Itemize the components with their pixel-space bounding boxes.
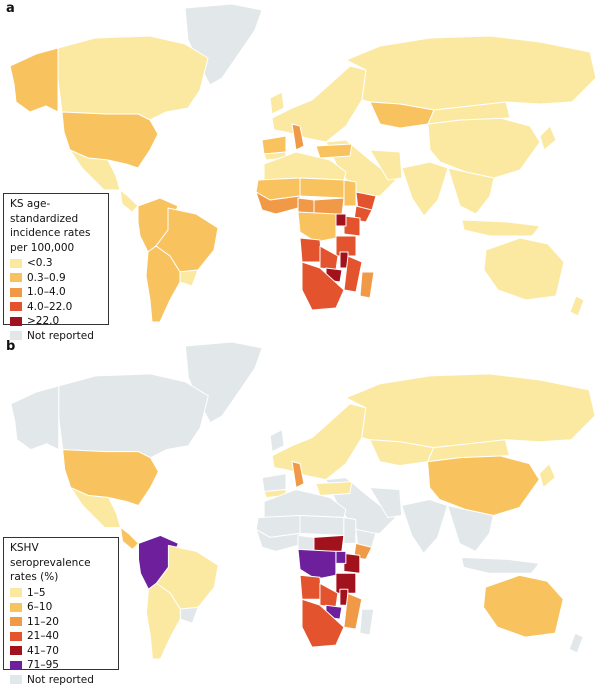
country-nigeria-a bbox=[298, 198, 314, 214]
country-central-africa-north-a bbox=[314, 198, 344, 214]
country-india-b bbox=[402, 500, 448, 554]
country-australia-b bbox=[483, 575, 563, 637]
legend-a-item: 1.0–4.0 bbox=[10, 285, 102, 300]
country-australia-a bbox=[484, 238, 564, 300]
legend-swatch bbox=[10, 617, 22, 626]
country-russia-b bbox=[346, 374, 595, 448]
legend-a-item: 4.0–22.0 bbox=[10, 300, 102, 315]
country-new-zealand-a bbox=[570, 296, 584, 316]
country-japan-b bbox=[539, 464, 555, 488]
legend-b-item: 41–70 bbox=[10, 644, 112, 659]
country-central-america-b bbox=[121, 527, 139, 549]
legend-b: KSHV seroprevalence rates (%) 1–5 6–10 1… bbox=[3, 537, 119, 670]
legend-swatch bbox=[10, 675, 22, 684]
legend-swatch bbox=[10, 317, 22, 326]
country-canada-a bbox=[58, 36, 208, 120]
country-new-zealand-b bbox=[569, 633, 583, 653]
country-alaska-b bbox=[11, 386, 59, 450]
legend-swatch bbox=[10, 603, 22, 612]
country-canada-b bbox=[59, 374, 209, 458]
country-madagascar-b bbox=[360, 609, 374, 635]
legend-a-title: KS age-standardized incidence rates per … bbox=[10, 197, 102, 255]
country-sudan-b bbox=[344, 517, 356, 543]
legend-label: 4.0–22.0 bbox=[27, 300, 72, 315]
legend-a-item: 0.3–0.9 bbox=[10, 271, 102, 286]
country-drc-b bbox=[298, 549, 336, 579]
legend-b-item: 1–5 bbox=[10, 586, 112, 601]
panel-b-kshv-seroprevalence-map: b KSHV seroprevalence rates (%) 1–5 6–10… bbox=[0, 338, 602, 675]
country-indonesia-b bbox=[462, 557, 540, 573]
legend-label: 6–10 bbox=[27, 600, 52, 615]
legend-b-item: 71–95 bbox=[10, 658, 112, 673]
legend-swatch bbox=[10, 646, 22, 655]
country-zambia-a bbox=[320, 246, 338, 270]
legend-b-item: 21–40 bbox=[10, 629, 112, 644]
country-central-america-a bbox=[120, 190, 138, 212]
legend-label: <0.3 bbox=[27, 256, 53, 271]
country-india-a bbox=[402, 162, 448, 216]
legend-swatch bbox=[10, 259, 22, 268]
legend-a: KS age-standardized incidence rates per … bbox=[3, 193, 109, 325]
legend-label: 71–95 bbox=[27, 658, 59, 673]
legend-swatch bbox=[10, 588, 22, 597]
legend-label: 1–5 bbox=[27, 586, 46, 601]
country-chad-niger-a bbox=[300, 178, 344, 198]
legend-label: 41–70 bbox=[27, 644, 59, 659]
country-europe-a bbox=[272, 66, 366, 142]
legend-b-title: KSHV seroprevalence rates (%) bbox=[10, 541, 112, 585]
legend-label: 0.3–0.9 bbox=[27, 271, 66, 286]
legend-swatch bbox=[10, 632, 22, 641]
country-japan-a bbox=[540, 126, 556, 150]
legend-swatch bbox=[10, 302, 22, 311]
country-russia-a bbox=[346, 36, 596, 110]
country-chad-niger-b bbox=[300, 515, 344, 535]
legend-label: 11–20 bbox=[27, 615, 59, 630]
panel-a-letter: a bbox=[6, 1, 15, 16]
country-angola-b bbox=[300, 575, 322, 599]
country-spain-a bbox=[262, 136, 286, 154]
legend-swatch bbox=[10, 273, 22, 282]
legend-label: 21–40 bbox=[27, 629, 59, 644]
legend-label: >22.0 bbox=[27, 314, 59, 329]
country-south-america-east-a bbox=[178, 270, 198, 286]
legend-a-item: <0.3 bbox=[10, 256, 102, 271]
legend-swatch bbox=[10, 661, 22, 670]
country-spain-b bbox=[262, 474, 286, 492]
country-uk-b bbox=[270, 430, 284, 452]
legend-label: 1.0–4.0 bbox=[27, 285, 66, 300]
country-alaska-a bbox=[10, 48, 58, 112]
legend-b-item: 6–10 bbox=[10, 600, 112, 615]
country-turkey-a bbox=[316, 144, 352, 158]
country-nigeria-b bbox=[298, 535, 314, 551]
legend-swatch bbox=[10, 288, 22, 297]
country-uk-a bbox=[270, 92, 284, 114]
country-indonesia-a bbox=[462, 220, 540, 236]
country-drc-a bbox=[298, 212, 336, 242]
country-europe-b bbox=[272, 404, 366, 480]
country-uganda-a bbox=[336, 214, 346, 226]
country-central-africa-north-b bbox=[314, 535, 344, 551]
country-zambia-b bbox=[320, 583, 338, 607]
panel-a-ks-incidence-map: a KS age-standardized incidence rates pe… bbox=[0, 0, 602, 338]
legend-a-item: >22.0 bbox=[10, 314, 102, 329]
country-angola-a bbox=[300, 238, 322, 262]
country-turkey-b bbox=[316, 482, 352, 496]
legend-b-item: 11–20 bbox=[10, 615, 112, 630]
country-madagascar-a bbox=[360, 272, 374, 298]
country-sudan-a bbox=[344, 180, 356, 206]
country-south-america-east-b bbox=[178, 607, 198, 623]
panel-b-letter: b bbox=[6, 339, 15, 354]
country-uganda-b bbox=[336, 551, 346, 563]
